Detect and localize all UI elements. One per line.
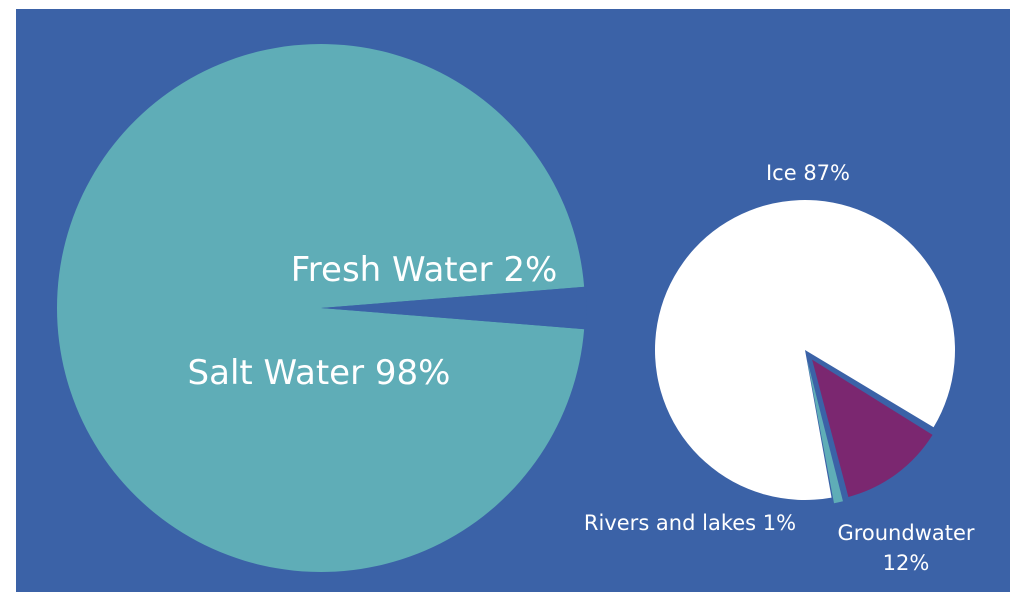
label-salt-water: Salt Water 98% <box>188 353 451 393</box>
label-ice: Ice 87% <box>766 161 850 185</box>
label-rivers-and-lakes: Rivers and lakes 1% <box>584 511 796 535</box>
label-fresh-water: Fresh Water 2% <box>291 250 558 290</box>
